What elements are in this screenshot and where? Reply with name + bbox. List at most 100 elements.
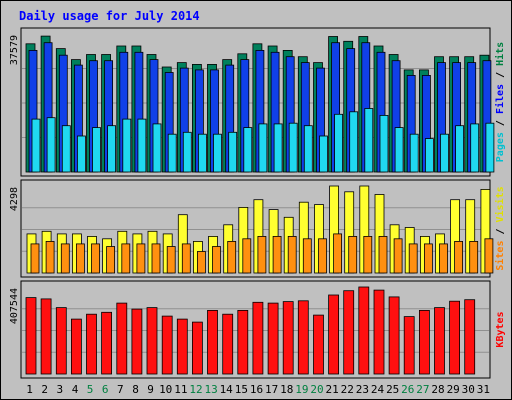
panel-kbytes-ylabel: KBytes [495,311,506,347]
panel-hits-ylabel: Pages / Files / Hits [494,42,506,162]
panel-visits-max-label: 4298 [9,187,20,211]
bar-pages-day-18 [288,122,298,173]
bar-sites-day-1 [30,243,40,274]
bar-kbytes-day-4 [71,318,82,375]
bar-kbytes-day-20 [313,314,324,375]
bar-kbytes-day-24 [373,289,385,375]
bar-sites-day-3 [60,243,70,274]
bar-sites-day-30 [469,240,479,274]
bar-pages-day-13 [213,133,222,173]
bar-sites-day-15 [242,238,252,274]
panel-hits-max-label: 37579 [9,35,20,65]
x-tick-label-day-6: 6 [102,383,109,396]
bar-sites-day-31 [484,238,494,274]
bar-kbytes-day-9 [146,307,158,375]
bar-sites-day-13 [212,246,221,274]
bar-sites-day-6 [106,246,115,274]
bar-kbytes-day-13 [207,309,218,375]
bar-sites-day-17 [272,235,282,274]
panel-visits: 4298 Sites / Visits [9,179,506,278]
x-tick-label-day-1: 1 [26,383,33,396]
x-tick-label-day-30: 30 [462,383,475,396]
bar-kbytes-day-22 [343,290,355,375]
bar-pages-day-23 [364,108,374,173]
bar-kbytes-day-17 [267,302,279,375]
bar-pages-day-11 [182,131,192,173]
x-tick-label-day-31: 31 [477,383,490,396]
bar-sites-day-26 [408,243,418,274]
x-tick-label-day-15: 15 [235,383,248,396]
x-tick-label-day-7: 7 [117,383,124,396]
bar-pages-day-3 [61,125,71,173]
bar-pages-day-1 [31,118,41,173]
bar-kbytes-day-7 [116,302,128,375]
bar-pages-day-21 [334,113,344,173]
chart-panels: 37579 Pages / Files / Hits 4298 Sites / Vis… [9,27,506,379]
x-tick-label-day-27: 27 [416,383,429,396]
bar-pages-day-20 [319,135,328,173]
bar-pages-day-25 [394,127,404,173]
x-tick-label-day-5: 5 [87,383,94,396]
ylabel-part: / [495,222,506,240]
bar-kbytes-day-15 [237,309,249,375]
bar-sites-day-23 [363,235,373,274]
x-tick-label-day-28: 28 [431,383,444,396]
x-tick-label-day-2: 2 [41,383,48,396]
ylabel-part: Sites [494,241,506,271]
bar-kbytes-day-1 [25,297,37,375]
ylabel-part: KBytes [495,311,506,347]
bar-pages-day-31 [485,122,495,173]
bar-sites-day-27 [423,243,433,274]
bar-sites-day-10 [166,246,176,274]
x-tick-label-day-11: 11 [174,383,187,396]
bar-kbytes-day-29 [449,300,461,375]
bar-kbytes-day-16 [252,301,264,375]
bar-sites-day-5 [91,243,100,274]
bar-kbytes-day-8 [131,308,143,375]
x-tick-label-day-22: 22 [341,383,354,396]
bar-pages-day-26 [409,133,419,173]
bar-sites-day-4 [76,243,85,274]
x-tick-label-day-10: 10 [159,383,172,396]
bar-kbytes-day-11 [176,318,188,375]
bar-sites-day-9 [151,243,161,274]
bar-kbytes-day-12 [191,321,203,375]
x-tick-label-day-21: 21 [325,383,338,396]
bar-pages-day-14 [228,131,238,173]
bar-sites-day-25 [393,238,403,274]
bar-pages-day-22 [349,111,359,173]
ylabel-part: / [495,114,506,132]
bar-kbytes-day-27 [418,309,430,375]
bar-sites-day-19 [302,238,312,274]
bar-pages-day-27 [424,138,434,173]
bar-kbytes-day-25 [388,296,400,375]
bar-sites-day-8 [136,243,146,274]
bar-kbytes-day-18 [282,301,294,375]
bar-sites-day-2 [45,240,55,274]
x-tick-label-day-23: 23 [356,383,369,396]
x-tick-label-day-25: 25 [386,383,399,396]
x-tick-label-day-12: 12 [189,383,202,396]
x-tick-label-day-9: 9 [147,383,154,396]
bar-sites-day-14 [227,240,237,274]
bar-pages-day-8 [137,118,147,173]
ylabel-part: Hits [494,42,506,66]
bar-sites-day-24 [378,235,388,274]
panel-visits-ylabel: Sites / Visits [494,186,506,270]
ylabel-part: Pages [495,132,506,162]
ylabel-part: Visits [494,186,506,222]
chart-title: Daily usage for July 2014 [19,9,200,23]
bar-sites-day-29 [454,240,464,274]
bar-kbytes-day-19 [297,300,309,375]
bar-pages-day-7 [122,118,132,173]
x-tick-label-day-24: 24 [371,383,385,396]
x-tick-label-day-17: 17 [265,383,278,396]
bar-pages-day-5 [92,127,101,173]
bar-kbytes-day-2 [40,298,52,375]
x-tick-label-day-29: 29 [447,383,460,396]
bar-sites-day-20 [318,238,327,274]
bar-kbytes-day-28 [434,307,445,375]
bar-sites-day-18 [287,235,297,274]
bar-pages-day-15 [243,127,253,173]
